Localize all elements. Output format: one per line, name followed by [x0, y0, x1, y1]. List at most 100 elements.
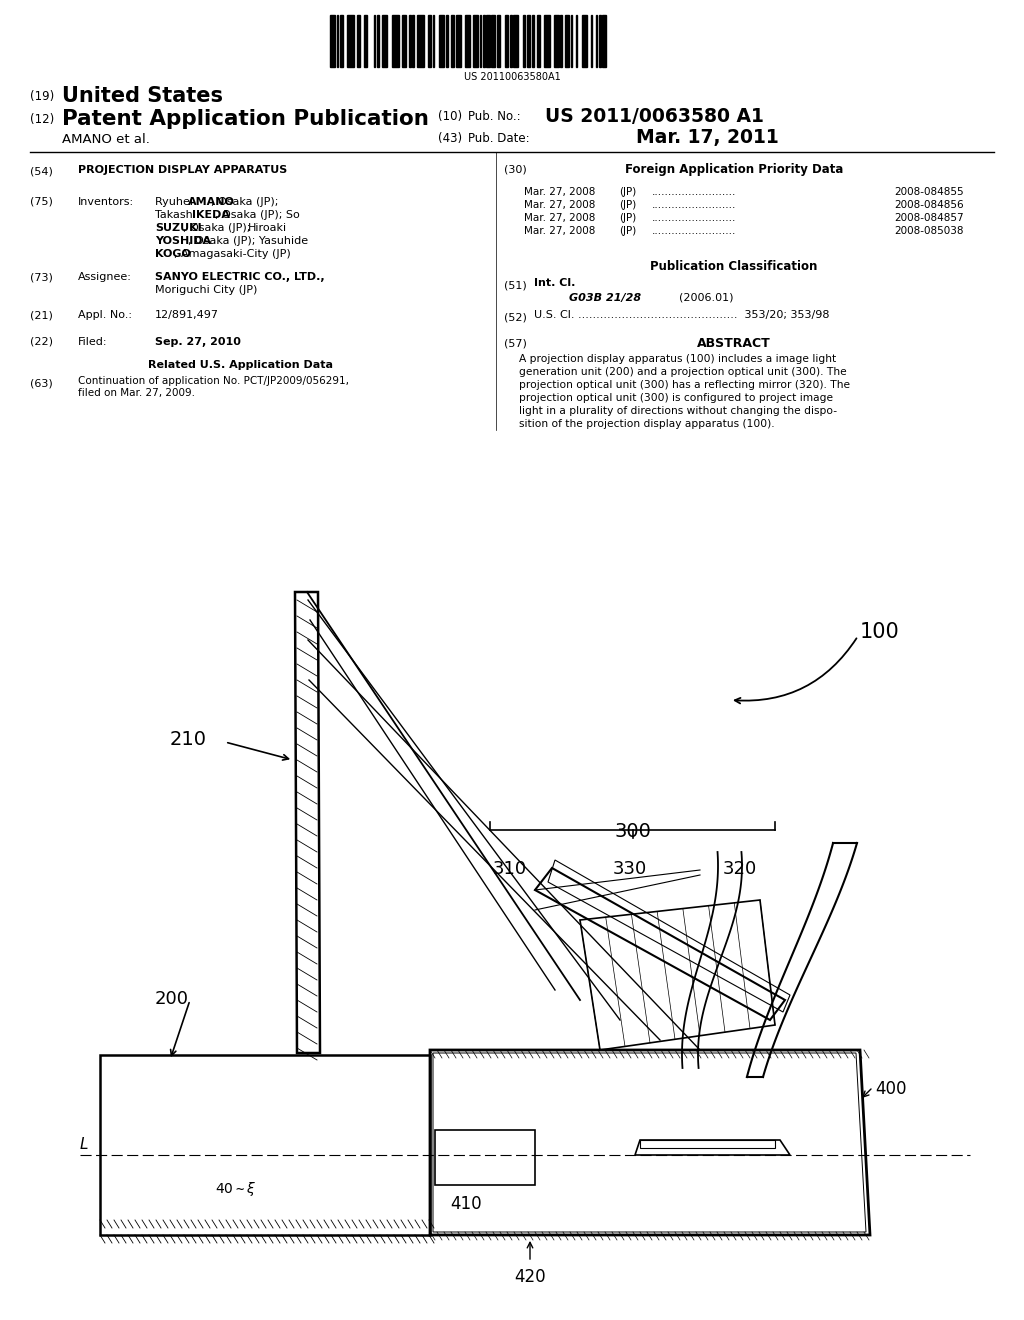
- Bar: [409, 15, 411, 67]
- Bar: [602, 15, 606, 67]
- Text: Continuation of application No. PCT/JP2009/056291,: Continuation of application No. PCT/JP20…: [78, 376, 349, 385]
- Text: 12/891,497: 12/891,497: [155, 310, 219, 319]
- Bar: [505, 15, 508, 67]
- Bar: [347, 15, 353, 67]
- Text: Mar. 27, 2008: Mar. 27, 2008: [524, 201, 595, 210]
- Text: (43): (43): [438, 132, 462, 145]
- Text: PROJECTION DISPLAY APPARATUS: PROJECTION DISPLAY APPARATUS: [78, 165, 288, 176]
- Text: generation unit (200) and a projection optical unit (300). The: generation unit (200) and a projection o…: [519, 367, 847, 378]
- Bar: [560, 15, 562, 67]
- Text: (10): (10): [438, 110, 462, 123]
- Text: Appl. No.:: Appl. No.:: [78, 310, 132, 319]
- Text: projection optical unit (300) is configured to project image: projection optical unit (300) is configu…: [519, 393, 834, 403]
- Bar: [583, 15, 588, 67]
- Bar: [497, 15, 500, 67]
- Bar: [446, 15, 447, 67]
- Text: (63): (63): [30, 378, 53, 388]
- Text: 100: 100: [860, 622, 900, 642]
- Text: A projection display apparatus (100) includes a image light: A projection display apparatus (100) inc…: [519, 354, 837, 364]
- Bar: [596, 15, 597, 67]
- Text: , Osaka (JP); So: , Osaka (JP); So: [215, 210, 300, 220]
- Text: ABSTRACT: ABSTRACT: [697, 337, 771, 350]
- Text: Mar. 17, 2011: Mar. 17, 2011: [636, 128, 778, 147]
- Bar: [413, 15, 414, 67]
- Bar: [452, 15, 455, 67]
- Bar: [418, 15, 424, 67]
- Text: 400: 400: [874, 1080, 906, 1098]
- Text: (57): (57): [504, 338, 527, 348]
- Text: , Osaka (JP); Yasuhide: , Osaka (JP); Yasuhide: [187, 236, 307, 246]
- Text: IKEDA: IKEDA: [193, 210, 230, 220]
- Bar: [100, 1055, 430, 1236]
- Text: 2008-084856: 2008-084856: [894, 201, 964, 210]
- Text: (JP): (JP): [618, 201, 636, 210]
- Text: , Osaka (JP);: , Osaka (JP);: [211, 197, 279, 207]
- Text: US 2011/0063580 A1: US 2011/0063580 A1: [545, 107, 764, 125]
- Text: SANYO ELECTRIC CO., LTD.,: SANYO ELECTRIC CO., LTD.,: [155, 272, 325, 282]
- Text: .........................: .........................: [652, 213, 736, 223]
- Text: Moriguchi City (JP): Moriguchi City (JP): [155, 285, 257, 294]
- Bar: [483, 15, 484, 67]
- Text: YOSHIDA: YOSHIDA: [155, 236, 211, 246]
- Bar: [374, 15, 376, 67]
- Text: Mar. 27, 2008: Mar. 27, 2008: [524, 213, 595, 223]
- Text: Related U.S. Application Data: Related U.S. Application Data: [147, 360, 333, 370]
- Text: 2008-084855: 2008-084855: [894, 187, 964, 197]
- Bar: [382, 15, 387, 67]
- Text: (12): (12): [30, 114, 54, 125]
- Bar: [330, 15, 335, 67]
- Text: Takashi: Takashi: [155, 210, 200, 220]
- Text: SUZUKI: SUZUKI: [155, 223, 202, 234]
- Text: (19): (19): [30, 90, 54, 103]
- Text: Inventors:: Inventors:: [78, 197, 134, 207]
- Text: , Osaka (JP);: , Osaka (JP);: [183, 223, 254, 234]
- Text: KOGO: KOGO: [155, 249, 190, 259]
- Text: Pub. Date:: Pub. Date:: [468, 132, 529, 145]
- Bar: [402, 15, 406, 67]
- Bar: [599, 15, 601, 67]
- Text: United States: United States: [62, 86, 223, 106]
- Bar: [364, 15, 367, 67]
- Text: (51): (51): [504, 280, 526, 290]
- Text: Patent Application Publication: Patent Application Publication: [62, 110, 429, 129]
- Bar: [554, 15, 559, 67]
- Bar: [513, 15, 518, 67]
- Text: projection optical unit (300) has a reflecting mirror (320). The: projection optical unit (300) has a refl…: [519, 380, 850, 389]
- Text: Publication Classification: Publication Classification: [650, 260, 818, 273]
- Bar: [479, 15, 481, 67]
- Bar: [537, 15, 541, 67]
- Bar: [337, 15, 338, 67]
- Text: Int. Cl.: Int. Cl.: [534, 279, 575, 288]
- Text: AMANO et al.: AMANO et al.: [62, 133, 150, 147]
- Bar: [357, 15, 360, 67]
- Bar: [492, 15, 495, 67]
- Text: , Amagasaki-City (JP): , Amagasaki-City (JP): [174, 249, 291, 259]
- Text: (JP): (JP): [618, 187, 636, 197]
- Text: 210: 210: [170, 730, 207, 748]
- Text: (2006.01): (2006.01): [679, 293, 733, 304]
- Text: (52): (52): [504, 312, 527, 322]
- Text: AMANO: AMANO: [187, 197, 234, 207]
- Text: light in a plurality of directions without changing the dispo-: light in a plurality of directions witho…: [519, 407, 838, 416]
- Text: U.S. Cl. ............................................  353/20; 353/98: U.S. Cl. ...............................…: [534, 310, 829, 319]
- Text: 410: 410: [450, 1195, 481, 1213]
- Text: 310: 310: [493, 861, 527, 878]
- Text: $40\mathtt{\sim}\xi$: $40\mathtt{\sim}\xi$: [215, 1180, 256, 1199]
- Bar: [523, 15, 525, 67]
- Bar: [340, 15, 343, 67]
- Bar: [486, 15, 489, 67]
- Bar: [640, 1140, 775, 1148]
- Text: 320: 320: [723, 861, 757, 878]
- Text: Pub. No.:: Pub. No.:: [468, 110, 520, 123]
- Bar: [392, 15, 399, 67]
- Text: sition of the projection display apparatus (100).: sition of the projection display apparat…: [519, 418, 774, 429]
- Text: Ryuhei: Ryuhei: [155, 197, 197, 207]
- Text: 330: 330: [613, 861, 647, 878]
- Text: (54): (54): [30, 168, 53, 177]
- Text: (73): (73): [30, 272, 53, 282]
- Text: 300: 300: [614, 822, 651, 841]
- Text: L: L: [80, 1137, 88, 1152]
- Bar: [575, 15, 578, 67]
- Bar: [531, 15, 534, 67]
- Text: 420: 420: [514, 1269, 546, 1286]
